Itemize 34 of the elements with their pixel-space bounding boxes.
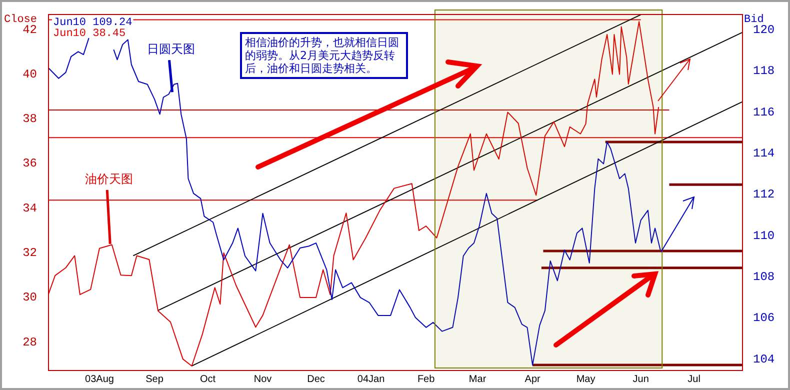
x-tick-label: Jun	[632, 374, 649, 385]
x-tick-label: Dec	[307, 374, 325, 385]
y-tick-label: 32	[22, 246, 37, 260]
x-tick-label: Nov	[254, 374, 272, 385]
y2-tick-label: 114	[753, 146, 775, 160]
annotation: 相信油价的升势，也就相信日圆的弱势。从2月美元大趋势反转后，油价和日圆走势相关。	[240, 32, 408, 79]
x-tick-label: 03Aug	[85, 374, 114, 385]
annotation: 日圆天图	[147, 42, 196, 58]
y-tick-label: 38	[22, 112, 37, 126]
annotation: 油价天图	[85, 172, 134, 187]
y2-tick-label: 116	[753, 105, 775, 120]
y-tick-label: 34	[22, 201, 37, 216]
y2-axis-title: Bid	[744, 14, 764, 26]
y2-tick-label: 108	[753, 270, 775, 284]
x-tick-label: Apr	[524, 374, 542, 385]
y-tick-label: 40	[22, 67, 37, 82]
y2-tick-label: 110	[753, 228, 775, 243]
y2-tick-label: 104	[753, 352, 775, 366]
x-tick-label: Feb	[417, 374, 436, 385]
y-tick-label: 30	[22, 290, 37, 305]
x-tick-label: Oct	[200, 374, 216, 385]
y-tick-label: 36	[22, 156, 37, 171]
y2-tick-label: 106	[753, 311, 775, 326]
y2-tick-label: 112	[753, 188, 775, 202]
x-tick-label: Mar	[468, 374, 487, 385]
x-tick-label: 04Jan	[357, 374, 385, 385]
x-tick-label: May	[576, 374, 596, 385]
x-tick-label: Sep	[146, 374, 164, 385]
y2-tick-label: 118	[753, 64, 775, 78]
series-label: Jun10 109.24	[53, 17, 133, 29]
y-tick-label: 28	[22, 335, 37, 350]
x-tick-label: Jul	[688, 374, 700, 385]
text: Jun10 38.45	[53, 28, 126, 40]
y2-tick-label: 120	[753, 23, 775, 38]
